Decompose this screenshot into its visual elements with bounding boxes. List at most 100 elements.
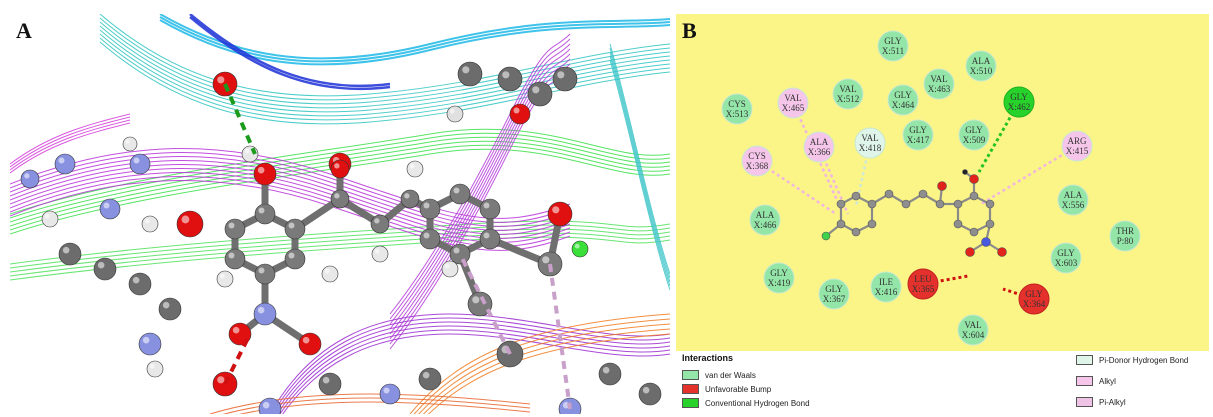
atom-highlight [97, 261, 105, 269]
residue-number: X:418 [859, 143, 882, 153]
ribbon-strand [276, 325, 670, 414]
atom-sphere [128, 272, 152, 296]
residue-name: GLY [1025, 289, 1043, 299]
atom-highlight [24, 173, 30, 179]
ribbon-strand [10, 116, 131, 168]
residue-number: X:462 [1008, 102, 1031, 112]
residue-name: ALA [756, 210, 775, 220]
atom-sphere [254, 263, 276, 285]
atom-highlight [513, 107, 520, 114]
atom-sphere [253, 162, 277, 186]
atom-sphere [419, 228, 441, 250]
atom-highlight [181, 215, 190, 224]
atom-sphere [122, 136, 138, 152]
interaction-line [980, 144, 1078, 206]
ligand-atom [821, 231, 831, 241]
atom-sphere [216, 270, 234, 288]
atom-sphere [441, 260, 459, 278]
legend-swatch [682, 398, 699, 408]
ligand-atom [969, 227, 979, 237]
residue-name: CYS [748, 151, 766, 161]
ribbon-strand [10, 220, 670, 265]
legend-title: Interactions [682, 353, 734, 363]
residue-disk [777, 87, 809, 119]
legend-item-pi-donor-hydrogen-bond: Pi-Donor Hydrogen Bond [1076, 354, 1188, 366]
atom-highlight [532, 86, 540, 94]
atom-highlight [133, 157, 140, 164]
ribbon-strand [427, 333, 670, 414]
interaction-line-3d [223, 83, 257, 155]
atom-sphere [298, 332, 322, 356]
residue-name: GLY [884, 36, 902, 46]
ribbon-strand [609, 55, 670, 287]
ligand-atom [969, 174, 979, 184]
residue-disk [1057, 184, 1089, 216]
atom-highlight [552, 206, 560, 214]
atom-highlight [62, 246, 70, 254]
residue-name: VAL [839, 84, 856, 94]
legend-label: Alkyl [1099, 376, 1116, 386]
ligand-atom [867, 219, 877, 229]
residue-name: GLY [1010, 92, 1028, 102]
atom-sphere [158, 297, 182, 321]
ribbon-strand [609, 47, 670, 279]
ribbon-strand [222, 397, 531, 414]
interaction-diagram: GLYX:511ALAX:510VALX:463GLYX:462VALX:465… [721, 30, 1141, 346]
atom-sphere [54, 153, 76, 175]
residue-number: X:364 [1023, 299, 1046, 309]
residue-disk [958, 119, 990, 151]
docking-3d-render [10, 14, 670, 414]
atom-highlight [374, 218, 380, 224]
legend-swatch [682, 384, 699, 394]
interaction-line [756, 159, 837, 216]
ribbon-strand [99, 37, 670, 121]
residue-name: VAL [784, 93, 801, 103]
ligand-atom [836, 219, 846, 229]
ribbon-strand [10, 160, 571, 231]
ribbon-strand [269, 313, 670, 414]
interaction-legend: Interactions van der Waals Unfavorable B… [676, 351, 1209, 414]
ligand-atom [918, 189, 928, 199]
residue-name: LEU [914, 274, 932, 284]
residue-name: ARG [1067, 136, 1087, 146]
ribbon-strand [99, 33, 670, 117]
atom-highlight [217, 376, 225, 384]
residue-disk [870, 271, 902, 303]
ribbon-strand [389, 38, 571, 320]
atom-sphere [598, 362, 622, 386]
atom-highlight [288, 252, 295, 259]
residue-disk [832, 78, 864, 110]
atom-sphere [479, 228, 501, 250]
atom-sphere [406, 160, 424, 178]
ligand-atom [953, 199, 963, 209]
atom-highlight [149, 363, 155, 369]
atom-sphere [418, 367, 442, 391]
residue-name: ALA [1064, 190, 1083, 200]
atom-sphere [146, 360, 164, 378]
atom-highlight [142, 336, 150, 344]
residue-disk [818, 278, 850, 310]
residue-number: X:367 [823, 294, 846, 304]
ribbon-strand [10, 156, 571, 227]
ligand-atom [965, 247, 975, 257]
atom-highlight [462, 66, 470, 74]
legend-item-pi-alkyl: Pi-Alkyl [1076, 396, 1126, 408]
atom-sphere [479, 198, 501, 220]
panel-b-2d-diagram: GLY X:511 ALA X:510 VAL X:463 GLY X:462 VAL X:465… [676, 14, 1209, 414]
residue-number: X:416 [875, 287, 898, 297]
atom-highlight [423, 202, 430, 209]
residue-number: X:509 [963, 135, 986, 145]
atom-highlight [162, 301, 170, 309]
ligand-atom [969, 191, 979, 201]
residue-disk [1109, 220, 1141, 252]
